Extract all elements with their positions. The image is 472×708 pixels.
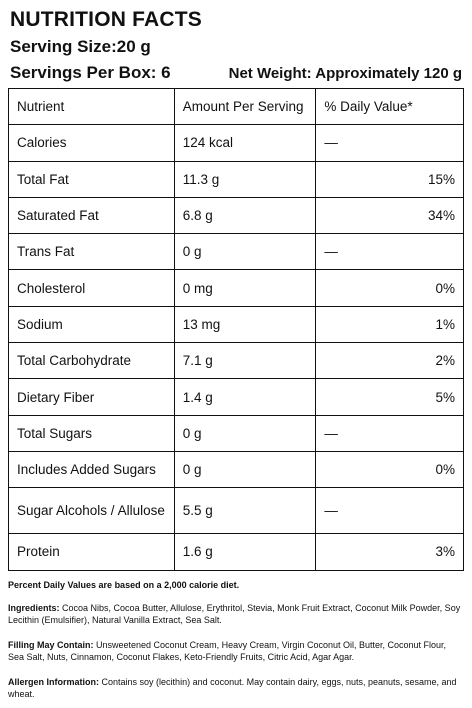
table-row: Includes Added Sugars 0 g 0% bbox=[8, 450, 464, 489]
nutrient-name: Dietary Fiber bbox=[8, 378, 175, 416]
page-title: NUTRITION FACTS bbox=[10, 8, 202, 31]
column-header-nutrient: Nutrient bbox=[8, 87, 175, 126]
nutrient-name: Trans Fat bbox=[8, 233, 175, 271]
table-row: Trans Fat 0 g — bbox=[8, 233, 464, 271]
table-row: Cholesterol 0 mg 0% bbox=[8, 269, 464, 307]
filling-section: Filling May Contain: Unsweetened Coconut… bbox=[8, 640, 464, 663]
table-row: Calories 124 kcal — bbox=[8, 124, 464, 162]
nutrient-amount: 0 g bbox=[173, 233, 317, 271]
nutrient-amount: 0 mg bbox=[173, 269, 317, 307]
nutrient-name: Total Sugars bbox=[8, 414, 175, 452]
serving-size: Serving Size:20 g bbox=[10, 37, 151, 56]
table-row: Saturated Fat 6.8 g 34% bbox=[8, 196, 464, 235]
nutrient-name: Sugar Alcohols / Allulose bbox=[8, 487, 175, 535]
nutrient-daily-value: — bbox=[315, 233, 464, 271]
allergen-text: Contains soy (lecithin) and coconut. May… bbox=[8, 677, 457, 699]
ingredients-label: Ingredients: bbox=[8, 603, 60, 613]
nutrient-daily-value: 1% bbox=[315, 305, 464, 344]
nutrition-table: Nutrient Amount Per Serving % Daily Valu… bbox=[8, 87, 464, 571]
nutrient-daily-value: 15% bbox=[315, 160, 464, 198]
nutrient-daily-value: — bbox=[315, 487, 464, 535]
table-row: Protein 1.6 g 3% bbox=[8, 533, 464, 571]
allergen-section: Allergen Information: Contains soy (leci… bbox=[8, 677, 464, 700]
table-row: Total Sugars 0 g — bbox=[8, 414, 464, 452]
nutrient-name: Includes Added Sugars bbox=[8, 450, 175, 489]
nutrient-name: Protein bbox=[8, 533, 175, 571]
nutrient-name: Total Fat bbox=[8, 160, 175, 198]
servings-per-box: Servings Per Box: 6 bbox=[10, 63, 171, 82]
nutrient-daily-value: — bbox=[315, 414, 464, 452]
nutrient-amount: 13 mg bbox=[173, 305, 317, 344]
ingredients-section: Ingredients: Cocoa Nibs, Cocoa Butter, A… bbox=[8, 603, 464, 626]
nutrient-amount: 7.1 g bbox=[173, 342, 317, 380]
nutrient-name: Sodium bbox=[8, 305, 175, 344]
nutrient-amount: 6.8 g bbox=[173, 196, 317, 235]
table-row: Total Carbohydrate 7.1 g 2% bbox=[8, 342, 464, 380]
nutrient-name: Total Carbohydrate bbox=[8, 342, 175, 380]
nutrient-daily-value: 5% bbox=[315, 378, 464, 416]
ingredients-text: Cocoa Nibs, Cocoa Butter, Allulose, Eryt… bbox=[8, 603, 461, 625]
table-row: Dietary Fiber 1.4 g 5% bbox=[8, 378, 464, 416]
filling-label: Filling May Contain: bbox=[8, 640, 94, 650]
nutrient-amount: 1.4 g bbox=[173, 378, 317, 416]
nutrient-daily-value: 2% bbox=[315, 342, 464, 380]
column-header-daily-value: % Daily Value* bbox=[315, 87, 464, 126]
table-row: Sugar Alcohols / Allulose 5.5 g — bbox=[8, 487, 464, 535]
table-header-row: Nutrient Amount Per Serving % Daily Valu… bbox=[8, 87, 464, 126]
nutrient-amount: 1.6 g bbox=[173, 533, 317, 571]
nutrient-name: Saturated Fat bbox=[8, 196, 175, 235]
allergen-label: Allergen Information: bbox=[8, 677, 100, 687]
column-header-amount: Amount Per Serving bbox=[173, 87, 317, 126]
nutrient-daily-value: 3% bbox=[315, 533, 464, 571]
nutrient-daily-value: 0% bbox=[315, 450, 464, 489]
filling-text: Unsweetened Coconut Cream, Heavy Cream, … bbox=[8, 640, 447, 662]
table-row: Sodium 13 mg 1% bbox=[8, 305, 464, 344]
table-row: Total Fat 11.3 g 15% bbox=[8, 160, 464, 198]
nutrient-amount: 0 g bbox=[173, 414, 317, 452]
nutrient-amount: 11.3 g bbox=[173, 160, 317, 198]
nutrient-amount: 124 kcal bbox=[173, 124, 317, 162]
nutrient-daily-value: — bbox=[315, 124, 464, 162]
nutrient-name: Cholesterol bbox=[8, 269, 175, 307]
nutrient-amount: 0 g bbox=[173, 450, 317, 489]
nutrient-daily-value: 0% bbox=[315, 269, 464, 307]
nutrient-daily-value: 34% bbox=[315, 196, 464, 235]
daily-value-text: Percent Daily Values are based on a 2,00… bbox=[8, 580, 240, 590]
nutrient-name: Calories bbox=[8, 124, 175, 162]
servings-line: Servings Per Box: 6 Net Weight: Approxim… bbox=[10, 63, 464, 83]
nutrient-amount: 5.5 g bbox=[173, 487, 317, 535]
daily-value-note: Percent Daily Values are based on a 2,00… bbox=[8, 580, 464, 592]
net-weight: Net Weight: Approximately 120 g bbox=[228, 65, 462, 82]
